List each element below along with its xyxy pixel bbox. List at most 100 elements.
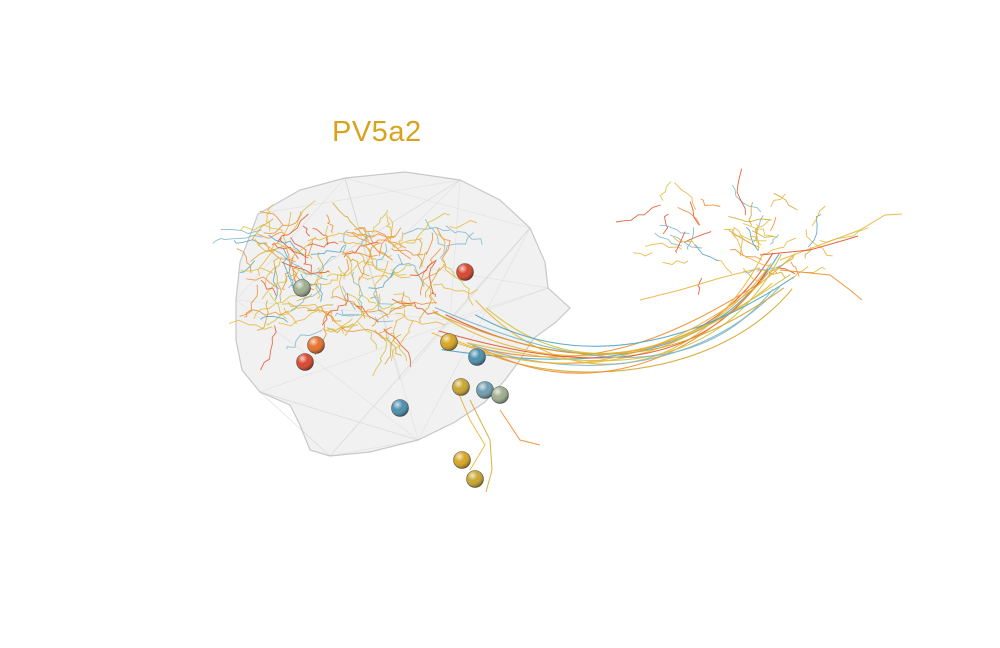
dendrite-branch — [272, 248, 307, 275]
dendrite-branch — [358, 242, 382, 281]
terminal-branch — [716, 259, 733, 275]
soma — [440, 333, 458, 351]
dendrite-branch — [384, 333, 402, 365]
dendrite-branch — [282, 211, 292, 244]
dendrite-branch — [281, 261, 331, 274]
dendrite-branch — [369, 236, 411, 260]
dendrite-branch — [236, 248, 252, 274]
dendrite-branch — [326, 259, 366, 277]
terminal-branch — [695, 244, 719, 262]
terminal-branch — [756, 269, 786, 279]
soma — [293, 279, 311, 297]
neuron-somas — [293, 263, 509, 488]
dendrite-branch — [392, 238, 423, 248]
dendrite-branch — [253, 295, 298, 320]
projection-fiber — [452, 254, 794, 364]
terminal-branch — [697, 277, 703, 295]
terminal-branch — [659, 224, 690, 234]
mesh-edge — [235, 299, 451, 321]
dendrite-branch — [406, 213, 450, 244]
dendrite-branch — [261, 268, 300, 300]
mesh-edge — [259, 287, 549, 393]
dendrite-branch — [239, 309, 290, 317]
soma-highlight — [307, 336, 325, 354]
dendrite-branch — [383, 328, 411, 367]
dendrite-branch — [371, 296, 394, 306]
dendrite-branch — [240, 267, 274, 274]
mesh-edge — [259, 391, 331, 457]
dendrite-branch — [290, 237, 312, 273]
dendrite-branch — [307, 309, 342, 322]
dendrite-branch — [395, 312, 446, 326]
terminal-tendril — [759, 235, 859, 256]
dendrite-branch — [385, 214, 393, 239]
dendrite-branch — [437, 233, 446, 253]
dendrite-branch — [349, 302, 389, 318]
soma — [452, 378, 470, 396]
dendrite-branch — [277, 242, 313, 260]
dendrite-branch — [439, 232, 474, 259]
dendrite-branch — [239, 260, 256, 273]
dendrite-branch — [443, 259, 474, 306]
terminal-branch — [743, 223, 778, 239]
dendrite-branch — [356, 320, 377, 350]
dendrite-branch — [260, 325, 277, 371]
dendrite-branch — [371, 304, 408, 327]
terminal-branch — [745, 256, 778, 274]
dendrite-branch — [310, 244, 345, 255]
dendrite-branch — [445, 225, 483, 245]
dendrite-branch — [306, 273, 328, 281]
neuron-arbors — [212, 168, 903, 493]
dendrite-branch — [289, 241, 312, 262]
terminal-branch — [748, 201, 754, 226]
dendrite-branch — [347, 293, 371, 320]
soma — [466, 470, 484, 488]
mesh-edge — [299, 179, 461, 281]
dendrite-branch — [358, 252, 386, 271]
dendrite-branch — [296, 293, 313, 302]
dendrite-branch — [337, 266, 345, 280]
dendrite-branch — [421, 251, 428, 267]
terminal-branch — [662, 260, 689, 265]
soma-highlight — [491, 386, 509, 404]
dendrite-branch — [332, 202, 370, 242]
terminal-branch — [751, 230, 774, 238]
dendrite-branch — [390, 320, 415, 361]
mesh-edge — [235, 299, 419, 441]
dendrite-branch — [354, 227, 407, 249]
dendrite-branch — [263, 211, 302, 235]
dendrite-branch — [376, 243, 388, 269]
dendrite-branch — [389, 263, 403, 278]
dendrite-branch — [307, 304, 334, 311]
dendrite-branch — [373, 289, 382, 313]
dendrite-branch — [325, 225, 330, 244]
terminal-branch — [724, 229, 767, 242]
dendrite-branch — [279, 237, 299, 259]
projection-fiber — [472, 281, 762, 358]
terminal-branch — [662, 213, 669, 235]
mesh-edge — [329, 439, 419, 457]
terminal-tendril — [779, 213, 903, 261]
mesh-edge — [344, 177, 531, 229]
terminal-branch — [736, 168, 746, 216]
dendrite-branch — [344, 293, 381, 336]
dendrite-branch — [229, 319, 273, 330]
dendrite-branch — [282, 303, 312, 310]
terminal-branch — [689, 201, 700, 226]
dendrite-branch — [321, 318, 353, 333]
mesh-edge — [299, 179, 461, 281]
dendrite-branch — [368, 270, 395, 289]
soma — [296, 353, 314, 371]
primary-neurite — [499, 409, 541, 446]
projection-fiber — [432, 282, 773, 357]
soma-highlight — [391, 399, 409, 417]
dendrite-branch — [363, 262, 411, 279]
mesh-edge — [259, 391, 419, 441]
dendrite-branch — [397, 254, 425, 287]
soma — [476, 381, 494, 399]
dendrite-branch — [425, 232, 434, 256]
dendrite-branch — [286, 329, 323, 349]
dendrite-branch — [326, 214, 334, 233]
dendrite-branch — [268, 234, 304, 256]
terminal-branch — [804, 246, 812, 259]
